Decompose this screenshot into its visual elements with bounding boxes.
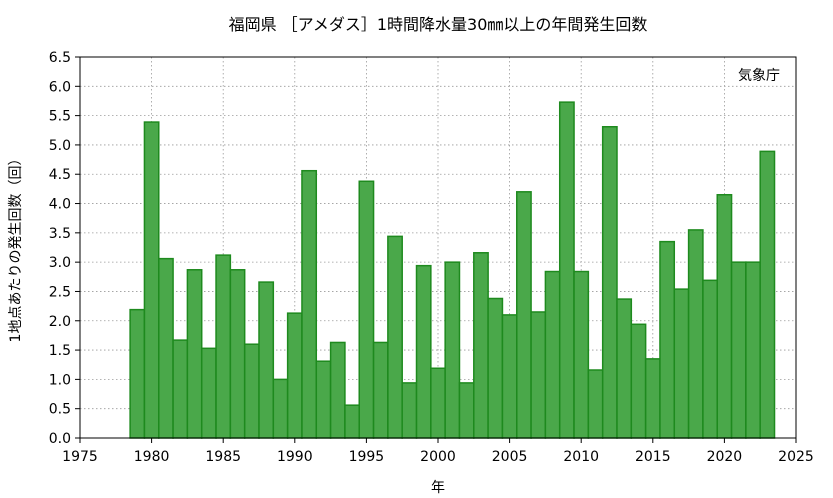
bar-1983 [186, 269, 203, 439]
y-tick-label: 3.5 [49, 226, 71, 242]
y-tick-label: 1.0 [49, 372, 71, 388]
y-axis-ticks: 0.0 0.5 1.0 1.5 2.0 2.5 3.0 3.5 4.0 4.5 5.0 5.5 6.0 6… [49, 50, 80, 447]
bar-1989 [272, 378, 289, 439]
x-axis-label: 年 [431, 480, 445, 496]
y-tick-label: 4.5 [49, 167, 71, 183]
bar-2013 [616, 298, 633, 439]
bar-2011 [587, 369, 604, 439]
y-tick-label: 6.0 [49, 79, 71, 95]
bar-2015 [644, 358, 661, 439]
x-tick-label: 1995 [349, 449, 385, 465]
source-note: 気象庁 [738, 68, 780, 84]
bar-2014 [630, 323, 647, 439]
y-tick-label: 5.0 [49, 138, 71, 154]
bar-2004 [487, 297, 504, 439]
x-tick-label: 2010 [563, 449, 599, 465]
bar-2001 [444, 261, 461, 439]
y-tick-label: 2.0 [49, 314, 71, 330]
bar-2009 [558, 101, 575, 439]
bar-2005 [501, 314, 518, 439]
bars [129, 101, 776, 439]
bar-1990 [286, 312, 303, 439]
y-tick-label: 0.5 [49, 402, 71, 418]
y-tick-label: 6.5 [49, 50, 71, 66]
y-tick-label: 1.5 [49, 343, 71, 359]
bar-2016 [659, 240, 676, 439]
bar-2019 [702, 279, 718, 439]
bar-1992 [315, 360, 332, 439]
bar-1988 [258, 281, 275, 439]
bar-1982 [172, 339, 189, 439]
y-tick-label: 0.0 [49, 431, 71, 447]
chart-title: 福岡県 ［アメダス］1時間降水量30㎜以上の年間発生回数 [229, 15, 648, 34]
bar-1998 [401, 382, 418, 439]
bar-2021 [730, 261, 747, 439]
bar-1995 [358, 180, 375, 439]
x-tick-label: 1985 [205, 449, 241, 465]
bar-2010 [573, 270, 590, 439]
bar-1999 [415, 264, 432, 439]
bar-2002 [458, 382, 475, 439]
bar-1991 [301, 169, 318, 439]
bar-2007 [530, 311, 547, 439]
y-tick-label: 2.5 [49, 284, 71, 300]
bar-1996 [372, 341, 389, 439]
bar-2020 [716, 193, 733, 439]
x-tick-label: 2000 [420, 449, 456, 465]
x-tick-label: 2005 [492, 449, 528, 465]
x-axis-ticks: 1975 1980 1985 1990 1995 2000 2005 2010 2015 2020… [62, 438, 814, 465]
bar-1984 [200, 347, 217, 439]
bar-2017 [673, 288, 690, 439]
bar-2006 [516, 191, 532, 439]
bar-1997 [387, 235, 403, 439]
bar-2012 [601, 126, 618, 439]
y-tick-label: 5.5 [49, 109, 71, 125]
x-tick-label: 2025 [778, 449, 814, 465]
bar-2000 [430, 367, 446, 439]
x-tick-label: 2020 [707, 449, 743, 465]
bar-1985 [215, 254, 232, 439]
y-tick-label: 4.0 [49, 197, 71, 213]
y-tick-label: 3.0 [49, 255, 71, 271]
x-tick-label: 1990 [277, 449, 313, 465]
bar-1980 [143, 121, 160, 439]
bar-2018 [687, 229, 704, 439]
x-tick-label: 1975 [62, 449, 98, 465]
bar-1987 [243, 343, 260, 439]
bar-1994 [344, 404, 360, 439]
bar-1986 [229, 269, 246, 439]
x-tick-label: 1980 [134, 449, 170, 465]
bar-2008 [544, 270, 561, 439]
bar-1979 [129, 308, 146, 439]
bar-1993 [329, 341, 346, 439]
bar-2023 [759, 150, 776, 439]
bar-2003 [473, 252, 489, 439]
bar-1981 [158, 257, 174, 439]
y-axis-label: 1地点あたりの発生回数（回） [8, 152, 24, 343]
x-tick-label: 2015 [635, 449, 671, 465]
bar-2022 [745, 261, 761, 439]
